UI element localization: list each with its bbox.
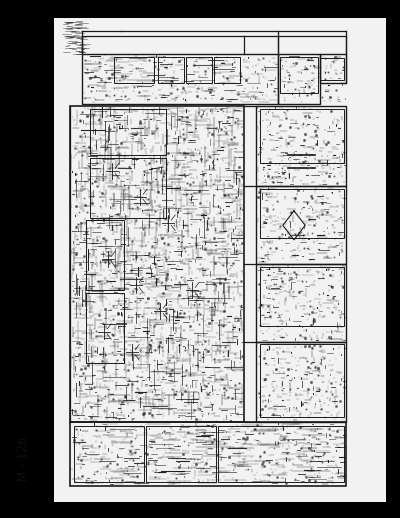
Bar bbox=[256, 106, 346, 186]
Bar bbox=[70, 106, 244, 422]
Bar bbox=[90, 158, 166, 218]
Text: M - 126: M - 126 bbox=[17, 436, 30, 481]
Bar bbox=[214, 57, 240, 83]
Bar bbox=[186, 57, 212, 83]
Bar bbox=[320, 58, 344, 80]
Bar bbox=[260, 344, 344, 417]
Bar bbox=[218, 426, 344, 482]
Bar bbox=[54, 18, 386, 502]
Bar bbox=[114, 57, 154, 83]
Bar bbox=[256, 186, 346, 264]
Bar bbox=[320, 54, 346, 83]
Bar bbox=[260, 109, 344, 163]
Bar bbox=[74, 426, 144, 482]
Bar bbox=[86, 293, 124, 363]
Bar bbox=[278, 54, 320, 104]
Bar bbox=[86, 220, 124, 290]
Bar bbox=[280, 57, 318, 93]
Bar bbox=[260, 189, 344, 238]
Bar bbox=[158, 57, 184, 83]
Bar bbox=[256, 342, 346, 422]
Bar bbox=[260, 267, 344, 326]
Bar bbox=[90, 109, 166, 155]
Bar bbox=[256, 264, 346, 342]
Bar bbox=[70, 422, 346, 486]
Bar bbox=[146, 426, 216, 482]
Bar bbox=[82, 54, 278, 104]
